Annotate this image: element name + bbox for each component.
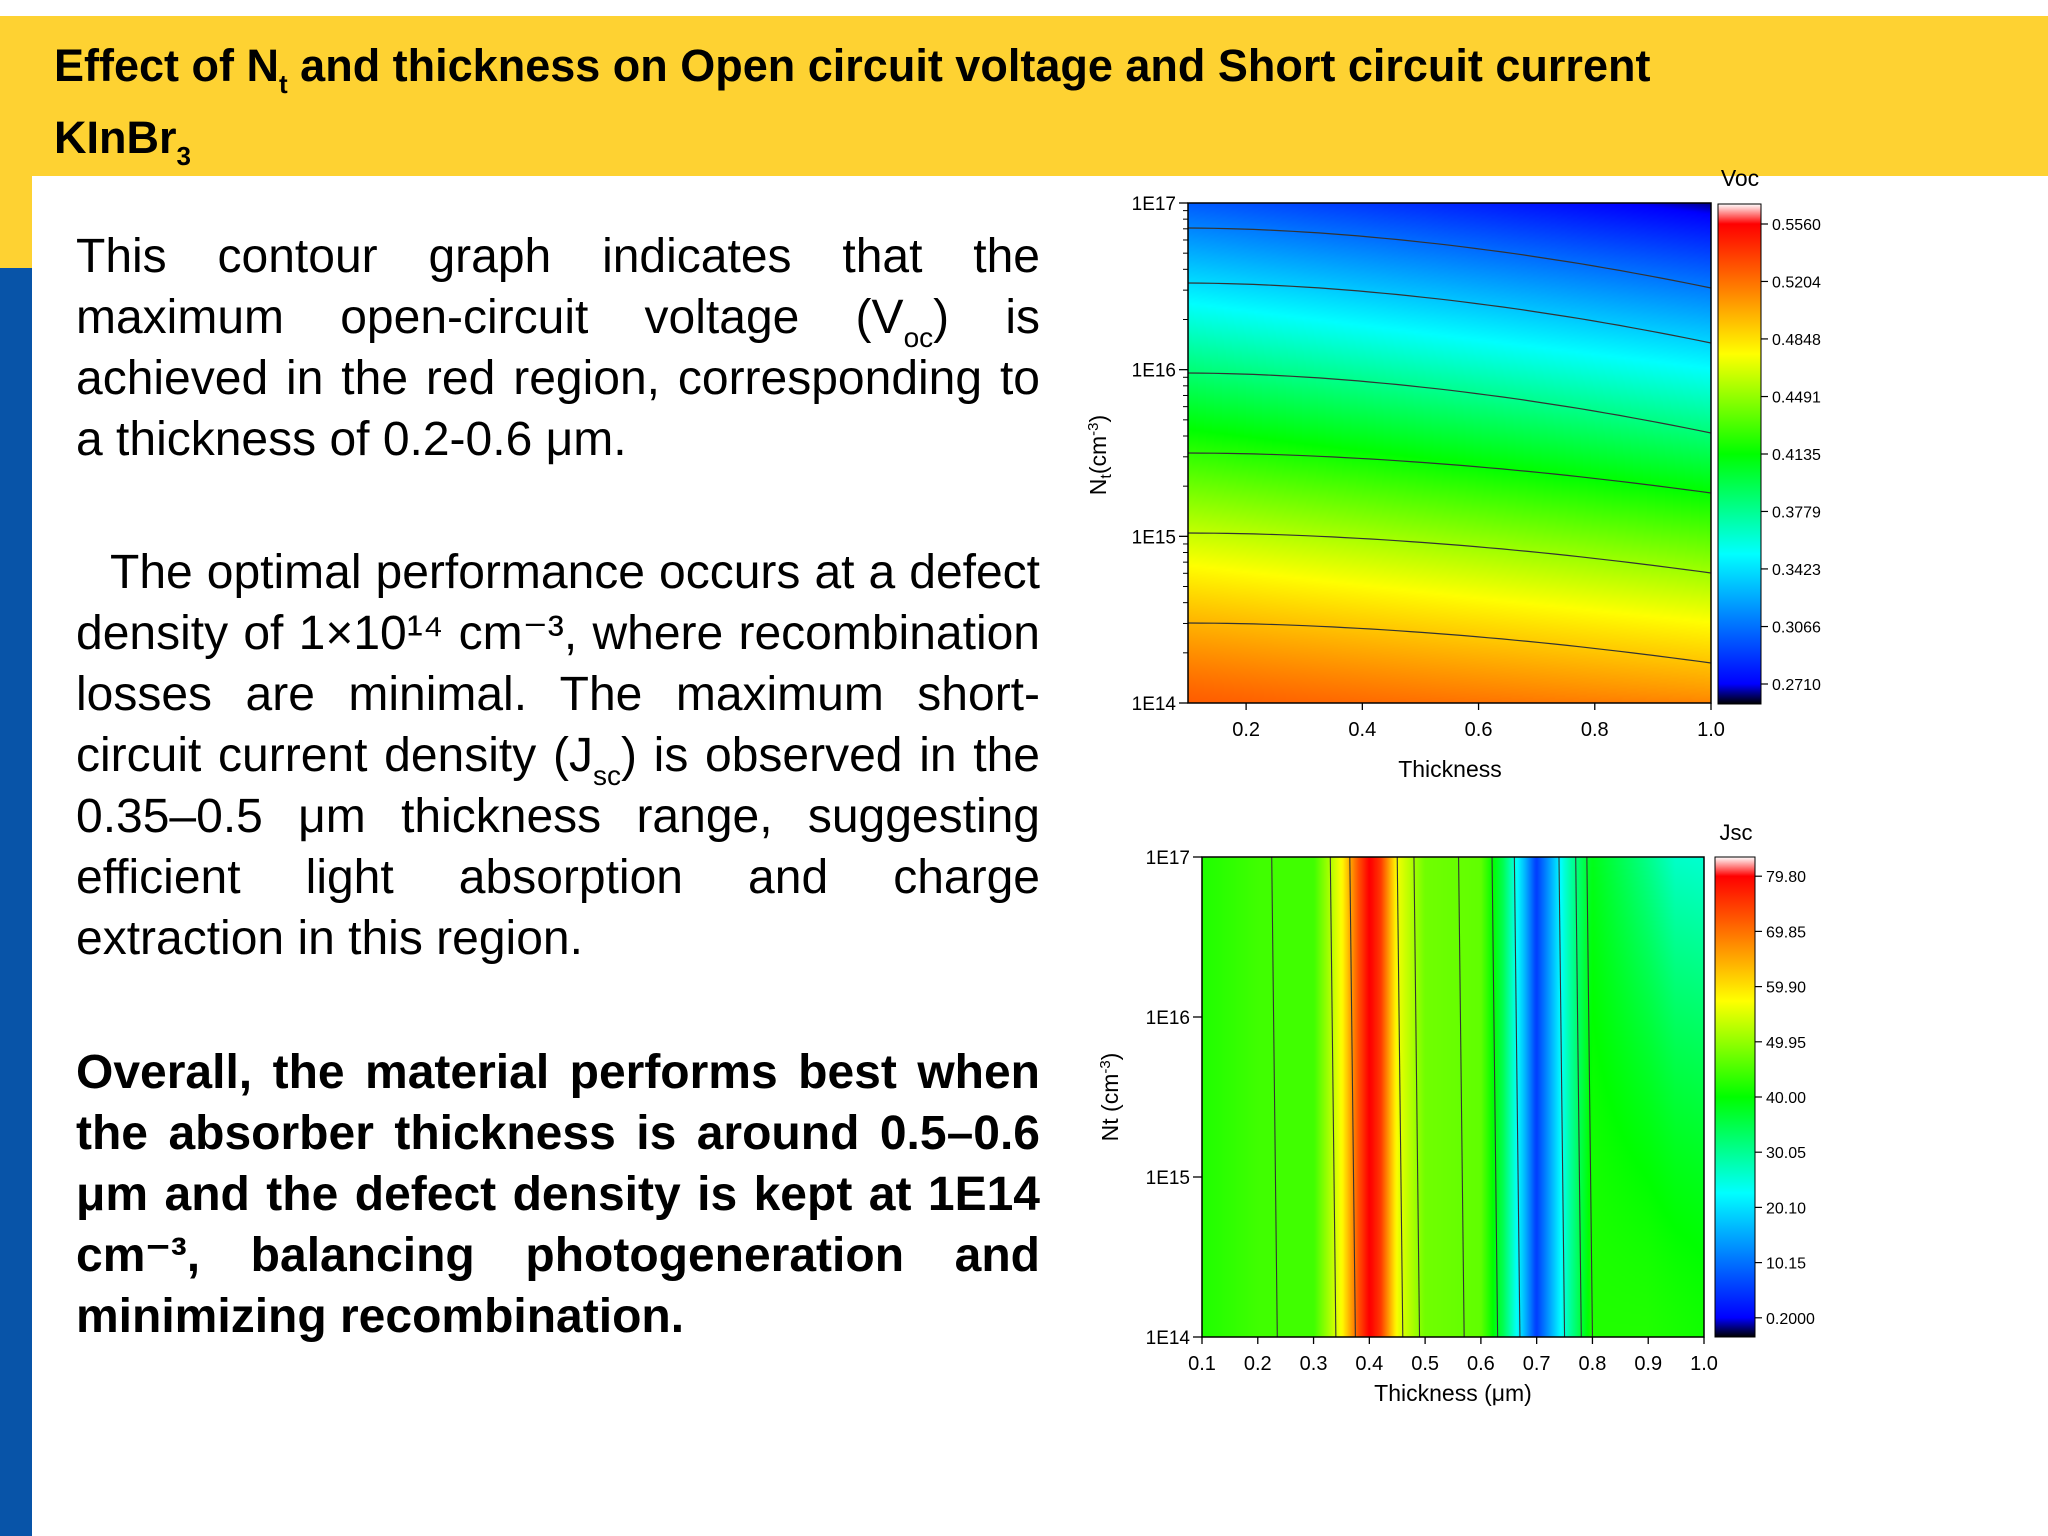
jsc-colorbar-ticks: 0.2000 10.15 20.10 30.05 40.00 49.95 59.90 69.8… — [1755, 869, 1815, 1328]
voc-y-axis-label: Nt(cm-3) — [1085, 415, 1115, 495]
voc-contour — [1187, 372, 1712, 434]
jsc-x-axis-label: Thickness (μm) — [1374, 1380, 1532, 1406]
voc-x-tick-label: 0.2 — [1232, 719, 1260, 741]
jsc-contour — [1458, 856, 1465, 1338]
paragraph-conclusion: Overall, the material performs best when… — [76, 1046, 1040, 1343]
voc-x-tick-label: 0.6 — [1465, 719, 1493, 741]
jsc-x-tick-label: 0.2 — [1244, 1353, 1272, 1375]
header-bar — [0, 16, 2048, 176]
jsc-heatmap — [1202, 857, 1704, 1337]
voc-x-tick-label: 0.4 — [1348, 719, 1376, 741]
voc-y-axis: 1E14 1E15 1E16 1E17 — [1132, 194, 1188, 715]
jsc-y-tick-label: 1E17 — [1146, 848, 1190, 869]
jsc-x-tick-label: 0.4 — [1355, 1353, 1383, 1375]
jsc-x-tick-label: 0.3 — [1300, 1353, 1328, 1375]
paragraph-jsc: The optimal performance occurs at a defe… — [76, 546, 1041, 965]
voc-contour — [1187, 282, 1712, 344]
voc-colorbar-label: 0.5204 — [1772, 274, 1821, 291]
voc-colorbar — [1717, 203, 1762, 705]
jsc-x-axis: 0.1 0.2 0.3 0.4 0.5 0.6 0.7 0.8 0.9 1.0 — [1188, 1337, 1718, 1375]
jsc-colorbar-label: 69.85 — [1766, 924, 1806, 941]
jsc-colorbar-label: 30.05 — [1766, 1145, 1806, 1162]
jsc-colorbar-label: 49.95 — [1766, 1035, 1806, 1052]
jsc-x-tick-label: 1.0 — [1690, 1353, 1718, 1375]
jsc-colorbar-label: 59.90 — [1766, 980, 1806, 997]
jsc-contour — [1586, 856, 1593, 1338]
voc-colorbar-ticks: 0.2710 0.3066 0.3423 0.3779 0.4135 0.4491 0.48… — [1761, 217, 1821, 694]
voc-contour — [1187, 532, 1712, 574]
voc-colorbar-label: 0.4848 — [1772, 332, 1821, 349]
jsc-contour — [1513, 856, 1521, 1338]
jsc-contour — [1575, 856, 1582, 1338]
jsc-contour — [1396, 856, 1404, 1338]
voc-chart: 0.2 0.4 0.6 0.8 1.0 1E14 1E15 1E16 1E17 Thickne… — [1085, 165, 1821, 782]
jsc-x-tick-label: 0.6 — [1467, 1353, 1495, 1375]
voc-colorbar-label: 0.2710 — [1772, 677, 1821, 694]
jsc-x-tick-label: 0.1 — [1188, 1353, 1216, 1375]
jsc-contour — [1413, 856, 1421, 1338]
jsc-colorbar-label: 79.80 — [1766, 869, 1806, 886]
jsc-y-axis-label: Nt (cm-3) — [1097, 1053, 1123, 1142]
voc-contour-lines — [1187, 227, 1712, 664]
jsc-contour — [1558, 856, 1566, 1338]
voc-y-tick-label: 1E15 — [1132, 527, 1176, 548]
jsc-colorbar-label: 0.2000 — [1766, 1311, 1815, 1328]
jsc-y-axis: 1E14 1E15 1E16 1E17 — [1146, 848, 1202, 1349]
jsc-colorbar — [1714, 856, 1756, 1338]
jsc-x-tick-label: 0.9 — [1634, 1353, 1662, 1375]
voc-x-axis: 0.2 0.4 0.6 0.8 1.0 — [1232, 703, 1725, 741]
jsc-y-tick-label: 1E14 — [1146, 1328, 1191, 1349]
jsc-x-tick-label: 0.8 — [1579, 1353, 1607, 1375]
voc-colorbar-label: 0.5560 — [1772, 217, 1821, 234]
voc-x-axis-label: Thickness — [1398, 756, 1502, 782]
voc-colorbar-label: 0.4135 — [1772, 447, 1821, 464]
jsc-chart: 0.1 0.2 0.3 0.4 0.5 0.6 0.7 0.8 0.9 1.0 1E141E151… — [1097, 820, 1815, 1406]
paragraph-voc: This contour graph indicates that the ma… — [76, 230, 1041, 466]
voc-y-tick-label: 1E14 — [1132, 694, 1177, 715]
jsc-x-tick-label: 0.7 — [1523, 1353, 1551, 1375]
accent-stripe-yellow — [0, 16, 32, 268]
jsc-colorbar-label: 10.15 — [1766, 1256, 1806, 1273]
jsc-colorbar-label: 40.00 — [1766, 1090, 1806, 1107]
jsc-contour — [1271, 856, 1278, 1338]
voc-colorbar-label: 0.4491 — [1772, 390, 1821, 407]
jsc-contour — [1349, 856, 1356, 1338]
voc-y-tick-label: 1E17 — [1132, 194, 1176, 215]
jsc-contour — [1491, 856, 1499, 1338]
voc-contour — [1187, 452, 1712, 494]
jsc-x-tick-label: 0.5 — [1411, 1353, 1439, 1375]
voc-plot-frame — [1187, 202, 1712, 704]
slide-title: Effect of Nt and thickness on Open circu… — [54, 40, 1651, 171]
voc-colorbar-label: 0.3423 — [1772, 562, 1821, 579]
voc-y-tick-label: 1E16 — [1132, 361, 1176, 382]
jsc-plot-frame — [1201, 856, 1705, 1338]
jsc-y-tick-label: 1E16 — [1146, 1008, 1190, 1029]
voc-x-tick-label: 0.8 — [1581, 719, 1609, 741]
jsc-colorbar-label: 20.10 — [1766, 1200, 1806, 1217]
accent-stripe-blue — [0, 268, 32, 1536]
voc-contour — [1187, 622, 1712, 664]
jsc-y-tick-label: 1E15 — [1146, 1168, 1190, 1189]
voc-x-tick-label: 1.0 — [1697, 719, 1725, 741]
voc-colorbar-title: Voc — [1721, 165, 1759, 191]
jsc-colorbar-title: Jsc — [1720, 820, 1753, 845]
voc-colorbar-label: 0.3066 — [1772, 620, 1821, 637]
voc-contour — [1187, 227, 1712, 289]
voc-heatmap — [1188, 203, 1711, 703]
voc-colorbar-label: 0.3779 — [1772, 504, 1821, 521]
jsc-contour-lines — [1271, 856, 1593, 1338]
jsc-contour — [1329, 856, 1337, 1338]
